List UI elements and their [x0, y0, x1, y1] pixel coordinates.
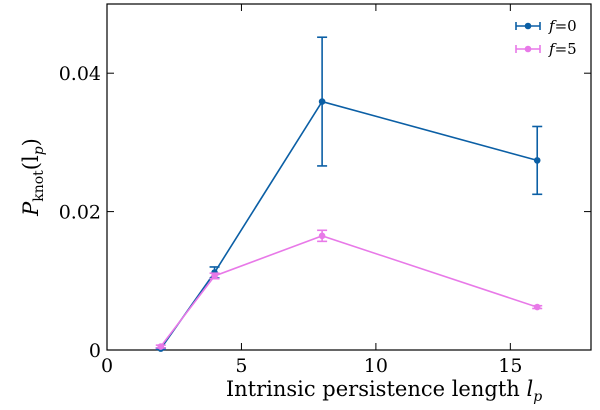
- data-point: [533, 303, 541, 311]
- x-axis-label: Intrinsic persistence length lp: [226, 377, 542, 405]
- x-tick-label: 15: [498, 355, 522, 377]
- x-axis-label-text: Intrinsic persistence length: [226, 377, 520, 401]
- legend: f=0f=5: [515, 17, 577, 58]
- y-tick-label: 0: [89, 340, 101, 362]
- data-point: [157, 343, 165, 350]
- legend-marker: [524, 45, 532, 53]
- y-axis-label-arg-close: ): [19, 138, 43, 146]
- y-tick-label: 0.02: [59, 202, 101, 224]
- legend-label: f=0: [548, 17, 577, 35]
- x-axis-label-symbol: l: [526, 377, 533, 401]
- plot-frame: [106, 3, 592, 351]
- legend-label-symbol: f: [548, 40, 557, 58]
- y-axis-label-arg-subscript: p: [31, 146, 47, 155]
- series-line-f5: [160, 234, 538, 348]
- data-point: [211, 272, 218, 280]
- data-point: [318, 232, 326, 240]
- series-layer: [155, 36, 543, 352]
- y-axis-label-symbol: P: [19, 201, 43, 217]
- legend-label-value: =0: [555, 17, 577, 35]
- x-tick-label: 10: [364, 355, 388, 377]
- x-tick-label: 0: [101, 355, 113, 377]
- legend-marker: [524, 22, 532, 30]
- legend-label: f=5: [548, 40, 577, 58]
- data-point: [318, 98, 326, 105]
- y-axis-label-subscript: knot: [31, 170, 47, 202]
- legend-label-value: =5: [555, 40, 577, 58]
- data-point: [533, 157, 541, 164]
- x-tick-label: 5: [235, 355, 247, 377]
- x-axis-label-subscript: p: [533, 389, 542, 405]
- axes-layer: 0 5 10 15 0 0.02 0.04: [59, 4, 591, 377]
- series-line-f0: [160, 100, 538, 350]
- y-axis-label: Pknot(lp): [19, 138, 47, 217]
- y-axis-label-arg-open: (l: [19, 155, 43, 170]
- y-tick-label: 0.04: [59, 63, 101, 85]
- legend-label-symbol: f: [548, 17, 557, 35]
